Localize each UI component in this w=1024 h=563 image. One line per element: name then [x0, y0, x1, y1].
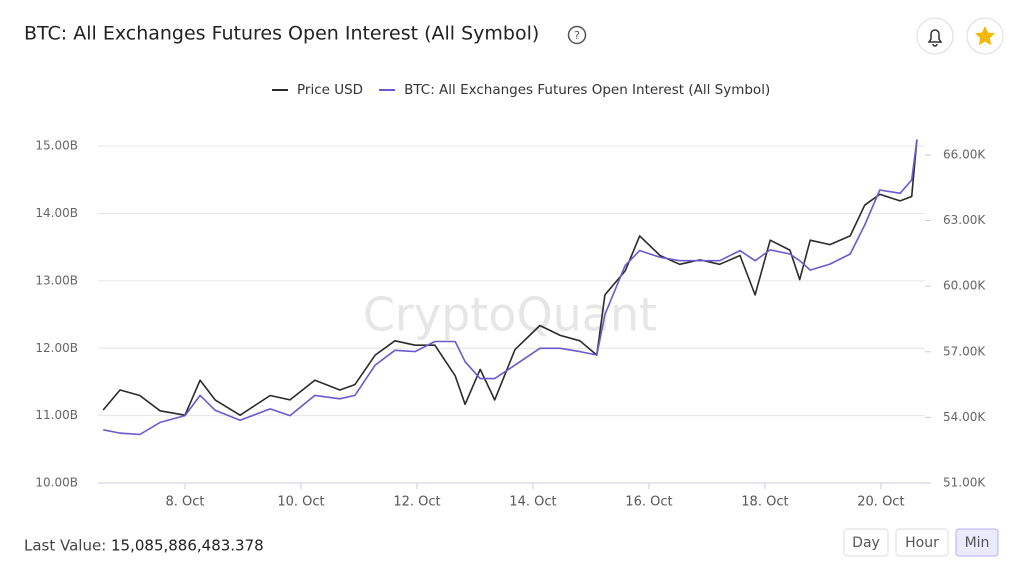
- x-tick-label: 20. Oct: [857, 495, 904, 510]
- x-tick-label: 12. Oct: [393, 495, 440, 510]
- x-tick-label: 10. Oct: [277, 495, 324, 510]
- button-box: [843, 528, 889, 557]
- y2-tick-label: 63.00K: [943, 213, 986, 227]
- x-tick-label: 8. Oct: [165, 495, 204, 510]
- y2-tick-label: 60.00K: [943, 279, 986, 293]
- help-glyph: ?: [574, 29, 580, 42]
- y-tick-label: 12.00B: [35, 341, 78, 355]
- button-box: [955, 528, 999, 557]
- legend-label: Price USD: [297, 82, 363, 98]
- last-value-label: Last Value:: [24, 537, 106, 555]
- y-tick-label: 14.00B: [35, 206, 78, 220]
- bell-icon: [927, 29, 943, 47]
- y-tick-label: 11.00B: [35, 408, 78, 422]
- x-tick-label: 18. Oct: [741, 495, 788, 510]
- y2-tick-label: 57.00K: [943, 344, 986, 358]
- y2-tick-label: 66.00K: [943, 147, 986, 161]
- button-box: [895, 528, 949, 557]
- y2-tick-label: 54.00K: [943, 410, 986, 424]
- range-button[interactable]: Day: [843, 528, 889, 557]
- series-line: [103, 139, 918, 436]
- help-circle: [567, 25, 587, 45]
- button-label: Day: [852, 535, 880, 551]
- y2-tick-label: 51.00K: [943, 476, 986, 490]
- x-tick-label: 16. Oct: [625, 495, 672, 510]
- y-tick-label: 13.00B: [35, 273, 78, 287]
- star-icon: [975, 26, 995, 46]
- help-icon[interactable]: ?: [567, 25, 587, 45]
- series-line: [102, 139, 918, 416]
- range-button[interactable]: Min: [955, 528, 999, 557]
- button-label: Hour: [905, 535, 939, 551]
- alert-circle: [916, 17, 954, 55]
- range-button[interactable]: Hour: [895, 528, 949, 557]
- legend: Price USD BTC: All Exchanges Futures Open…: [272, 82, 770, 98]
- last-value: 15,085,886,483.378: [111, 537, 264, 555]
- legend-label: BTC: All Exchanges Futures Open Interest…: [404, 82, 770, 98]
- alert-button[interactable]: [916, 17, 954, 55]
- button-label: Min: [965, 535, 990, 551]
- favorite-button[interactable]: [966, 17, 1004, 55]
- watermark: CryptoQuant: [363, 288, 657, 342]
- x-tick-label: 14. Oct: [509, 495, 556, 510]
- y-tick-label: 10.00B: [35, 476, 78, 490]
- y-tick-label: 15.00B: [35, 139, 78, 153]
- chart-title: BTC: All Exchanges Futures Open Interest…: [24, 23, 539, 45]
